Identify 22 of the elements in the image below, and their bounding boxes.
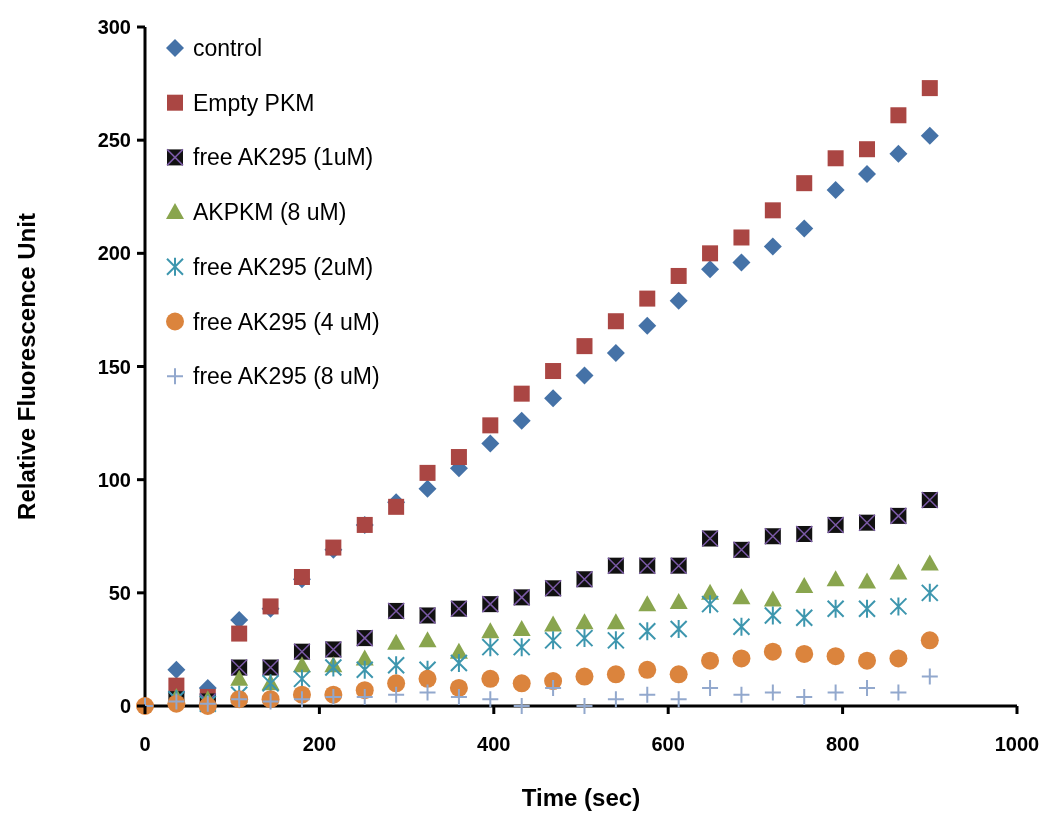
x-tick-label: 800 xyxy=(825,733,860,755)
legend-label: free AK295 (4 uM) xyxy=(193,308,380,335)
legend-label: free AK295 (2uM) xyxy=(193,253,374,280)
legend-label: free AK295 (1uM) xyxy=(193,144,374,171)
y-axis-title: Relative Fluorescence Unit xyxy=(13,213,40,520)
legend-label: free AK295 (8 uM) xyxy=(193,363,380,390)
legend-label: AKPKM (8 uM) xyxy=(193,199,347,226)
y-tick-label: 250 xyxy=(97,129,131,152)
legend-label: control xyxy=(193,35,263,62)
y-tick-label: 150 xyxy=(97,355,131,378)
y-tick-label: 100 xyxy=(97,468,131,491)
x-tick-label: 1000 xyxy=(994,733,1040,755)
legend-label: Empty PKM xyxy=(193,89,315,116)
y-tick-label: 0 xyxy=(119,695,131,717)
y-tick-label: 300 xyxy=(97,16,131,38)
x-axis-title: Time (sec) xyxy=(521,784,641,811)
x-tick-label: 0 xyxy=(139,733,151,755)
y-tick-label: 200 xyxy=(97,242,131,265)
y-tick-label: 50 xyxy=(108,581,131,604)
x-tick-label: 200 xyxy=(302,733,337,755)
x-tick-label: 600 xyxy=(651,733,685,755)
x-tick-label: 400 xyxy=(477,733,511,755)
